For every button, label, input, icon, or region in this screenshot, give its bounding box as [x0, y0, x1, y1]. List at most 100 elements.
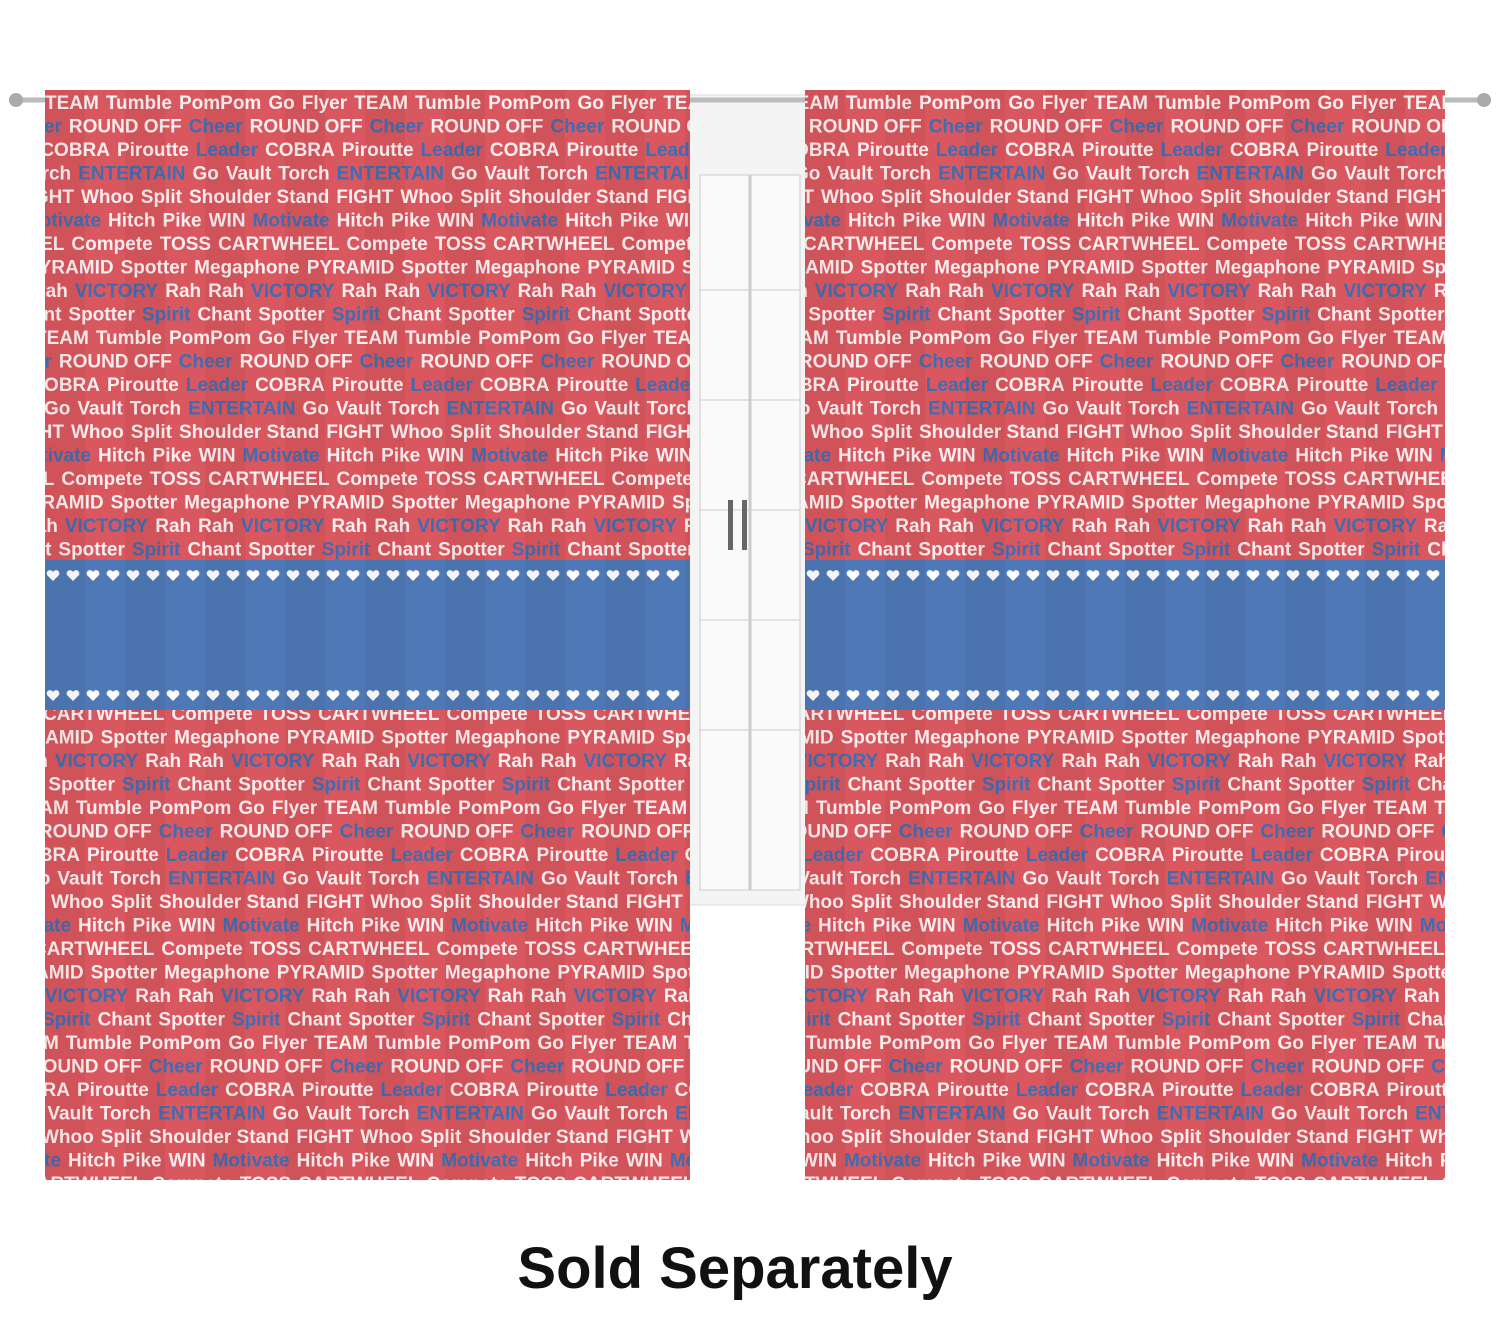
pattern-word: TEAM — [45, 93, 99, 114]
heart — [1246, 570, 1260, 581]
pattern-word: COBRA — [450, 1080, 520, 1101]
pattern-word: FIGHT — [326, 422, 383, 443]
pattern-word: Motivate — [1211, 446, 1288, 467]
pattern-word: Piroutte — [77, 1080, 149, 1101]
pattern-word: Spotter — [348, 1010, 415, 1031]
heart — [426, 690, 440, 701]
heart — [866, 570, 880, 581]
pattern-word: Chant — [858, 540, 913, 561]
heart — [466, 690, 480, 701]
pattern-word: TEAM — [1403, 93, 1457, 114]
pattern-word: Rah — [1258, 281, 1294, 302]
fold — [285, 90, 325, 1180]
pattern-word: Hitch — [337, 211, 385, 232]
heart — [1066, 690, 1080, 701]
pattern-word: Cheer — [189, 117, 243, 138]
pattern-word: CARTWHEEL — [1313, 1174, 1435, 1195]
pattern-word: Leader — [391, 845, 454, 866]
pattern-word: ROUND OFF — [69, 117, 182, 138]
pattern-word: Spotter — [101, 728, 168, 749]
heart — [586, 690, 600, 701]
pattern-word: Tumble — [1145, 328, 1211, 349]
pattern-word: Go — [1008, 93, 1034, 114]
pattern-word: PomPom — [1198, 798, 1280, 819]
pattern-word: FIGHT — [0, 892, 44, 913]
pattern-word: Compete — [891, 1174, 972, 1195]
pattern-word: Split — [450, 422, 492, 443]
pattern-word: ROUND OFF — [240, 352, 353, 373]
pattern-word: Chant — [197, 305, 252, 326]
heart — [1306, 570, 1320, 581]
heart — [1206, 570, 1220, 581]
pattern-word: ROUND OFF — [39, 822, 152, 843]
pattern-word: WIN — [209, 211, 246, 232]
fold — [965, 90, 1005, 1180]
heart — [46, 570, 60, 581]
pattern-word: WIN — [919, 916, 956, 937]
pattern-word: Chant — [577, 305, 632, 326]
pattern-word: Shoulder Stand — [179, 422, 319, 443]
heart — [1146, 690, 1160, 701]
pattern-word: PomPom — [919, 93, 1001, 114]
pattern-word: Spirit — [782, 1010, 831, 1031]
pattern-word: Torch — [388, 399, 439, 420]
pattern-word: Go — [268, 93, 294, 114]
pattern-word: Flyer — [292, 328, 338, 349]
heart — [626, 690, 640, 701]
pattern-word: Megaphone — [475, 258, 581, 279]
pattern-word: Hitch — [1385, 1151, 1433, 1172]
heart — [1166, 690, 1180, 701]
pattern-word: Whoo — [781, 1127, 834, 1148]
heart — [1406, 570, 1420, 581]
pattern-word: Whoo — [370, 892, 423, 913]
pattern-word: Hitch — [565, 211, 613, 232]
pattern-word: Motivate — [844, 1151, 921, 1172]
pattern-word: TEAM — [1094, 93, 1148, 114]
pattern-word: Spotter — [1141, 258, 1208, 279]
pattern-word: Piroutte — [87, 845, 159, 866]
pattern-word: ROUND OFF — [1130, 1057, 1243, 1078]
pattern-word: PYRAMID — [1307, 728, 1395, 749]
pattern-word: Torch — [358, 1104, 409, 1125]
heart — [1386, 570, 1400, 581]
pattern-word: Motivate — [481, 211, 558, 232]
pattern-word: TEAM — [35, 328, 89, 349]
pattern-word: ENTERTAIN — [1167, 869, 1274, 890]
pattern-word: Go — [978, 798, 1004, 819]
pattern-word: CARTWHEEL — [803, 234, 925, 255]
pattern-word: Leader — [1026, 845, 1089, 866]
pattern-word: PYRAMID — [736, 963, 824, 984]
pattern-word: COBRA — [1310, 1080, 1380, 1101]
pattern-word: Rah — [674, 751, 710, 772]
pattern-word: Piroutte — [1307, 140, 1379, 161]
pattern-word: Go — [24, 869, 50, 890]
pattern-word: WIN — [397, 1151, 434, 1172]
pattern-word: Piroutte — [947, 845, 1019, 866]
heart — [1126, 570, 1140, 581]
pattern-word: Go — [1318, 93, 1344, 114]
heart — [886, 690, 900, 701]
pattern-word: Compete — [151, 1174, 232, 1195]
pattern-word: Leader — [1161, 140, 1224, 161]
pattern-word: TEAM — [1373, 798, 1427, 819]
pattern-word: Split — [881, 187, 923, 208]
pattern-word: WIN — [1177, 211, 1214, 232]
pattern-word: Whoo — [821, 187, 874, 208]
pattern-word: Rah — [165, 281, 201, 302]
heart — [1226, 690, 1240, 701]
pattern-word: ENTERTAIN — [675, 1104, 782, 1125]
pattern-word: Compete — [921, 469, 1002, 490]
pattern-word: Pike — [1211, 1151, 1250, 1172]
fold — [45, 90, 85, 1180]
pattern-word: Rah — [0, 751, 5, 772]
pattern-word: CARTWHEEL — [773, 939, 895, 960]
pattern-word: Spirit — [1362, 775, 1411, 796]
heart — [606, 570, 620, 581]
pattern-word: Cheer — [1070, 1057, 1124, 1078]
pattern-word: PYRAMID — [756, 493, 844, 514]
pattern-word: TEAM — [324, 798, 378, 819]
pattern-word: Megaphone — [1195, 728, 1301, 749]
pattern-word: ROUND OFF — [601, 352, 714, 373]
pattern-word: Compete — [336, 469, 417, 490]
pattern-word: FIGHT — [1076, 187, 1133, 208]
